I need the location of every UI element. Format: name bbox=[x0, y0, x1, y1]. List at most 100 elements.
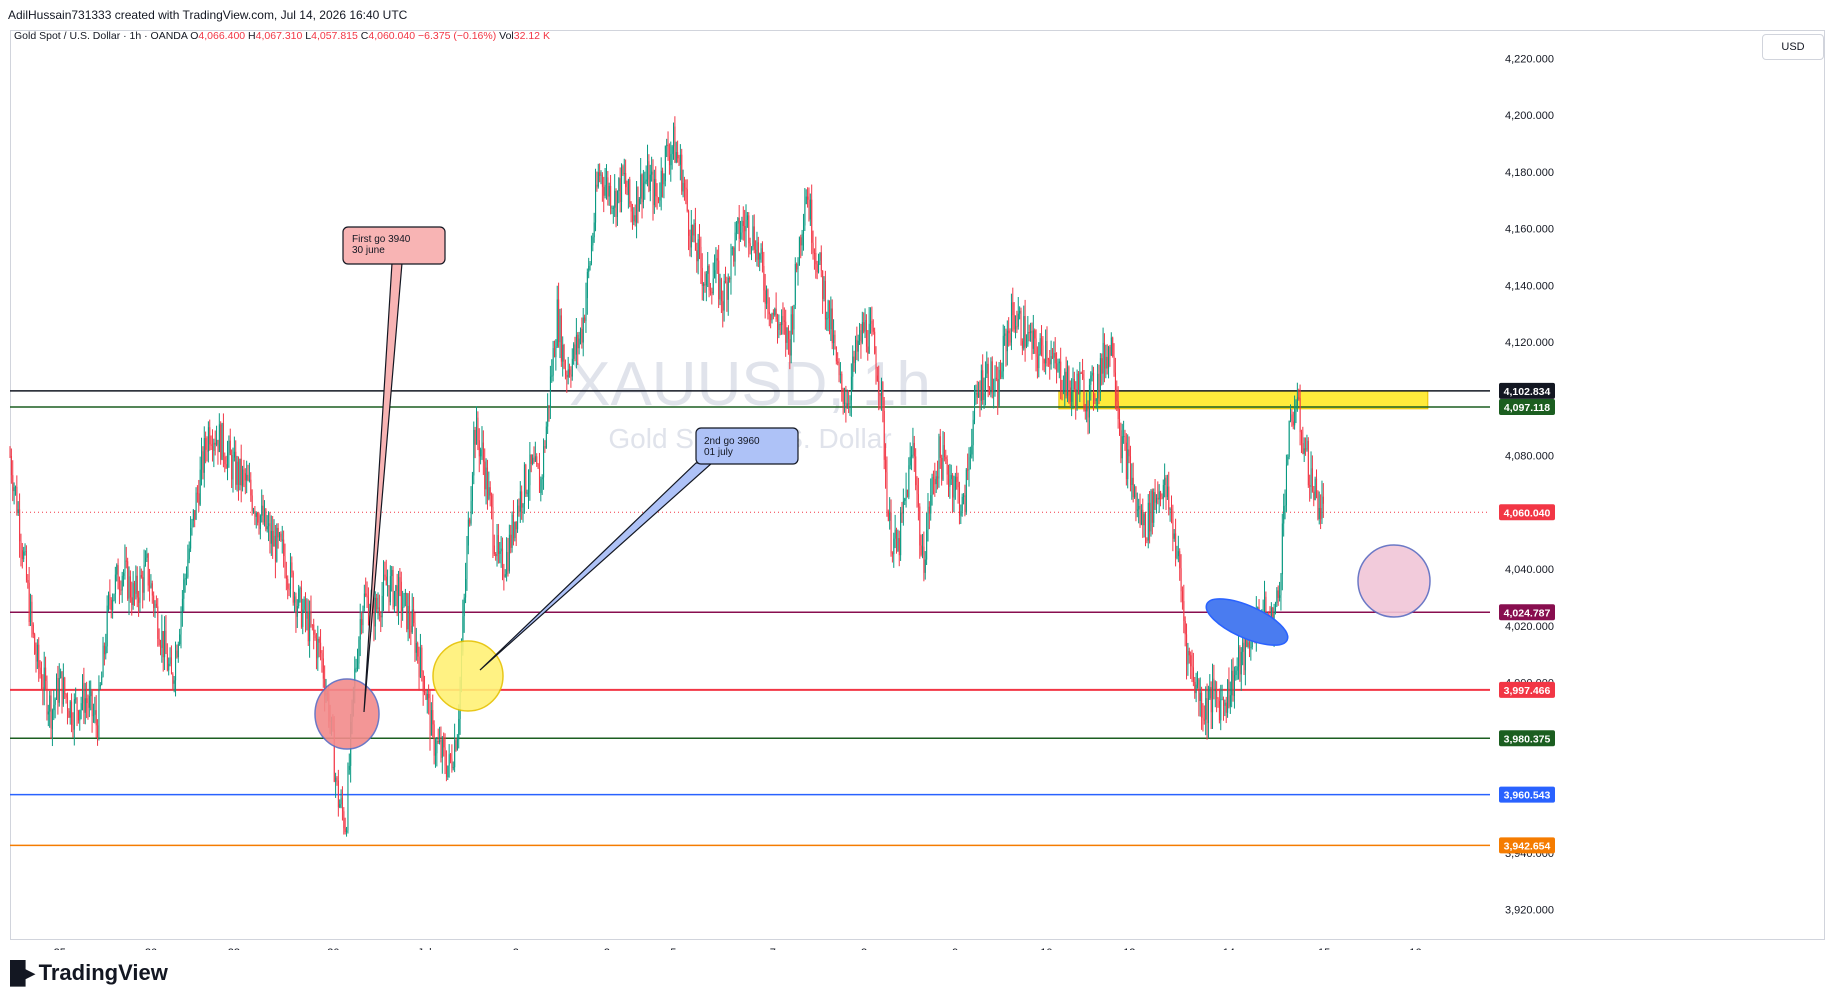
candle-body bbox=[428, 693, 430, 699]
candle-body bbox=[537, 463, 539, 469]
candle-body bbox=[826, 318, 828, 320]
candle-body bbox=[227, 452, 229, 469]
candle-body bbox=[45, 667, 47, 682]
candle-body bbox=[1229, 695, 1231, 707]
candle-body bbox=[1038, 354, 1040, 369]
candle-body bbox=[1117, 401, 1119, 420]
candle-body bbox=[419, 647, 421, 677]
candle-body bbox=[779, 324, 781, 326]
candle-body bbox=[738, 217, 740, 239]
candle-body bbox=[734, 232, 736, 262]
candle-body bbox=[117, 565, 119, 589]
candle-body bbox=[17, 509, 19, 513]
candle-body bbox=[1208, 698, 1210, 724]
candle-body bbox=[684, 182, 686, 188]
candle-body bbox=[127, 561, 129, 599]
candle-body bbox=[474, 429, 476, 445]
candle-body bbox=[555, 346, 557, 358]
candle-body bbox=[1197, 679, 1199, 685]
candle-body bbox=[651, 171, 653, 175]
candle-body bbox=[755, 249, 757, 260]
candle-body bbox=[232, 457, 234, 480]
candle-body bbox=[660, 170, 662, 198]
candle-body bbox=[203, 438, 205, 473]
candle-body bbox=[294, 596, 296, 603]
candle-body bbox=[1123, 436, 1125, 438]
candle-body bbox=[1317, 490, 1319, 520]
candle-body bbox=[1154, 492, 1156, 503]
candle-body bbox=[971, 445, 973, 455]
candle-body bbox=[86, 698, 88, 704]
candle-body bbox=[450, 754, 452, 759]
candle-body bbox=[1203, 719, 1205, 721]
chart-frame[interactable] bbox=[10, 30, 1825, 940]
candle-body bbox=[513, 514, 515, 539]
candle-body bbox=[424, 691, 426, 693]
candle-body bbox=[218, 424, 220, 453]
candle-body bbox=[129, 576, 131, 598]
candle-body bbox=[307, 611, 309, 642]
candle-body bbox=[1202, 717, 1204, 720]
candle-body bbox=[153, 595, 155, 608]
level-price-label-bg bbox=[1499, 786, 1555, 803]
candle-body bbox=[381, 595, 383, 618]
candle-body bbox=[823, 281, 825, 299]
candle-body bbox=[191, 520, 193, 528]
candle-body bbox=[233, 451, 235, 458]
candle-body bbox=[207, 427, 209, 452]
candle-body bbox=[228, 440, 230, 453]
candle-body bbox=[119, 588, 121, 590]
candle-body bbox=[748, 215, 750, 244]
candle-body bbox=[1180, 568, 1182, 592]
candle-body bbox=[414, 622, 416, 653]
candle-body bbox=[83, 683, 85, 713]
x-tick-label: 3 bbox=[604, 947, 610, 950]
candle-body bbox=[432, 710, 434, 725]
legend-part: 4,060.040 bbox=[368, 30, 418, 42]
candle-body bbox=[1281, 523, 1283, 575]
y-tick-label: 4,020.000 bbox=[1505, 621, 1554, 633]
candle-body bbox=[495, 554, 497, 557]
candle-body bbox=[10, 456, 12, 476]
candle-body bbox=[917, 494, 919, 507]
candle-body bbox=[790, 314, 792, 356]
candle-body bbox=[173, 680, 175, 684]
candle-body bbox=[528, 485, 530, 493]
candle-body bbox=[664, 146, 666, 182]
level-price-label-bg bbox=[1499, 681, 1555, 698]
candle-body bbox=[1314, 478, 1316, 501]
candle-body bbox=[1250, 647, 1252, 649]
candle-body bbox=[13, 487, 15, 492]
candle-body bbox=[591, 245, 593, 264]
candle-body bbox=[1322, 496, 1324, 504]
candle-body bbox=[76, 698, 78, 712]
candle-body bbox=[656, 196, 658, 198]
candle-body bbox=[993, 389, 995, 393]
currency-button[interactable]: USD bbox=[1762, 34, 1824, 60]
candle-body bbox=[1184, 621, 1186, 635]
candle-body bbox=[417, 643, 419, 657]
candle-body bbox=[43, 667, 45, 691]
candle-body bbox=[804, 204, 806, 226]
candle-body bbox=[1013, 315, 1015, 330]
candle-body bbox=[928, 506, 930, 514]
candle-body bbox=[1090, 375, 1092, 385]
candle-body bbox=[365, 593, 367, 596]
candle-body bbox=[80, 703, 82, 711]
candle-body bbox=[920, 545, 922, 555]
x-tick-label: 10 bbox=[1040, 947, 1052, 950]
tradingview-logo[interactable]: █▸ TradingView bbox=[10, 960, 168, 986]
candle-body bbox=[217, 440, 219, 453]
candle-body bbox=[845, 402, 847, 408]
candle-body bbox=[465, 578, 467, 598]
level-price-label: 3,960.543 bbox=[1504, 790, 1551, 802]
candle-body bbox=[677, 152, 679, 159]
candle-body bbox=[517, 505, 519, 530]
candle-body bbox=[54, 699, 56, 705]
candle-body bbox=[1318, 507, 1320, 520]
candle-body bbox=[589, 263, 591, 266]
candle-body bbox=[1186, 634, 1188, 665]
candle-body bbox=[1190, 655, 1192, 667]
candle-body bbox=[956, 476, 958, 482]
